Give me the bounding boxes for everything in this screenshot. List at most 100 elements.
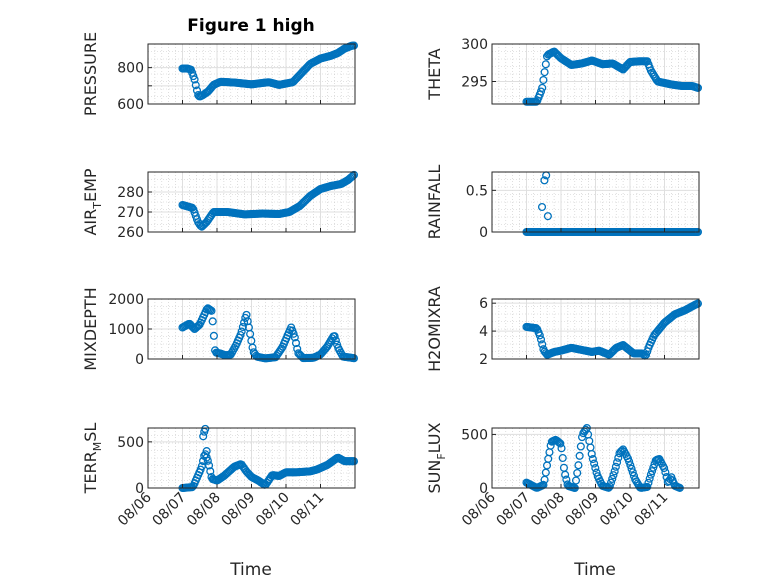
data-point (571, 476, 581, 485)
subplot-theta: 295 300 THETA (425, 37, 703, 106)
data-point (330, 332, 339, 341)
data-point (291, 339, 301, 348)
y-tick-label: 0.5 (466, 183, 488, 199)
data-point (561, 470, 570, 479)
data-point (290, 333, 299, 342)
y-axis-label-part: TERR (81, 451, 100, 494)
data-point (248, 343, 257, 352)
data-point (209, 331, 218, 340)
data-point (349, 41, 359, 50)
subplot-rainfall: 0 0.5 RAINFALL (425, 165, 703, 241)
data-point (638, 349, 647, 358)
data-point (544, 454, 553, 463)
data-point (585, 436, 594, 446)
subplot-sun_flux: 0500SUNFLUX08/0608/0708/0808/0908/1008/1… (425, 422, 700, 530)
data-point (609, 471, 618, 480)
data-point (538, 340, 547, 349)
y-axis-label: THETA (425, 48, 444, 100)
data-point (556, 439, 565, 448)
y-axis-label: MIXDEPTH (81, 287, 100, 370)
data-point (349, 457, 359, 466)
x-axis-label-left: Time (229, 560, 272, 580)
y-tick-label: 2000 (108, 292, 144, 308)
data-point (199, 432, 208, 441)
data-point (206, 467, 215, 476)
data-point (191, 81, 200, 90)
data-point (627, 464, 636, 473)
data-point (238, 322, 247, 332)
y-tick-label: 500 (117, 435, 144, 451)
y-tick-label: 0 (479, 225, 488, 241)
data-point (558, 453, 567, 463)
data-point (202, 447, 211, 456)
data-point (188, 203, 197, 212)
data-point (539, 75, 548, 85)
y-axis-label-part: SUN (425, 460, 444, 494)
data-point (616, 447, 625, 456)
data-point (643, 482, 652, 491)
x-tick-label: 08/07 (493, 490, 533, 530)
data-point (611, 462, 620, 471)
y-tick-label: 4 (479, 324, 488, 340)
data-point (559, 463, 568, 472)
data-point (203, 456, 212, 465)
y-tick-label: 6 (479, 296, 488, 312)
data-point (590, 459, 599, 468)
data-point (574, 461, 583, 470)
data-point (541, 468, 550, 477)
data-point (538, 83, 547, 92)
y-tick-label: 1000 (108, 322, 144, 338)
data-point (188, 483, 197, 492)
y-tick-label: 270 (117, 205, 144, 221)
subplot-terr_msl: 0500TERRMSL08/0608/0708/0808/0908/1008/1… (81, 423, 359, 530)
data-point (644, 478, 653, 487)
x-tick-label: 08/09 (218, 490, 258, 530)
data-point (205, 461, 214, 470)
x-tick-label: 08/11 (631, 490, 671, 530)
y-tick-label: 500 (461, 427, 488, 443)
data-point (207, 306, 216, 315)
data-point (626, 461, 635, 470)
y-axis-label-part: F (435, 453, 448, 459)
x-tick-label: 08/08 (528, 490, 568, 530)
data-point (628, 468, 637, 477)
y-axis-label-part: H2OMIXRA (425, 286, 444, 372)
data-point (587, 449, 596, 459)
y-tick-label: 2 (479, 352, 488, 368)
data-point (573, 468, 582, 478)
data-point (586, 443, 595, 452)
x-tick-label: 08/10 (597, 490, 637, 530)
y-axis-label-part: M (91, 442, 104, 452)
data-point (625, 457, 634, 466)
y-axis-label-part: EMP (81, 168, 100, 202)
x-tick-label: 08/07 (149, 490, 189, 530)
data-point (588, 455, 597, 464)
y-axis-label: AIRTEMP (81, 168, 104, 235)
data-point (532, 324, 541, 333)
data-point (661, 468, 670, 477)
data-point (237, 327, 246, 336)
data-point (576, 442, 585, 451)
data-point (208, 317, 217, 326)
y-axis-label: SUNFLUX (425, 422, 448, 493)
subplot-h2omixra: 2 4 6 H2OMIXRA (425, 286, 703, 372)
data-point (581, 425, 590, 434)
y-axis-label-part: T (91, 202, 104, 210)
data-point (693, 299, 703, 308)
data-point (536, 335, 546, 344)
data-point (349, 354, 359, 363)
data-point (196, 465, 205, 474)
y-tick-label: 280 (117, 185, 144, 201)
data-point (188, 322, 197, 331)
data-point (605, 482, 614, 491)
data-point (606, 478, 616, 487)
data-point (645, 474, 654, 483)
y-axis-label-part: THETA (425, 48, 444, 100)
x-tick-label: 08/10 (253, 490, 293, 530)
y-tick-label: 600 (117, 97, 144, 113)
data-point (540, 176, 549, 185)
y-axis-label-part: RAINFALL (425, 165, 444, 240)
y-axis-label: H2OMIXRA (425, 286, 444, 372)
data-point (575, 451, 584, 460)
